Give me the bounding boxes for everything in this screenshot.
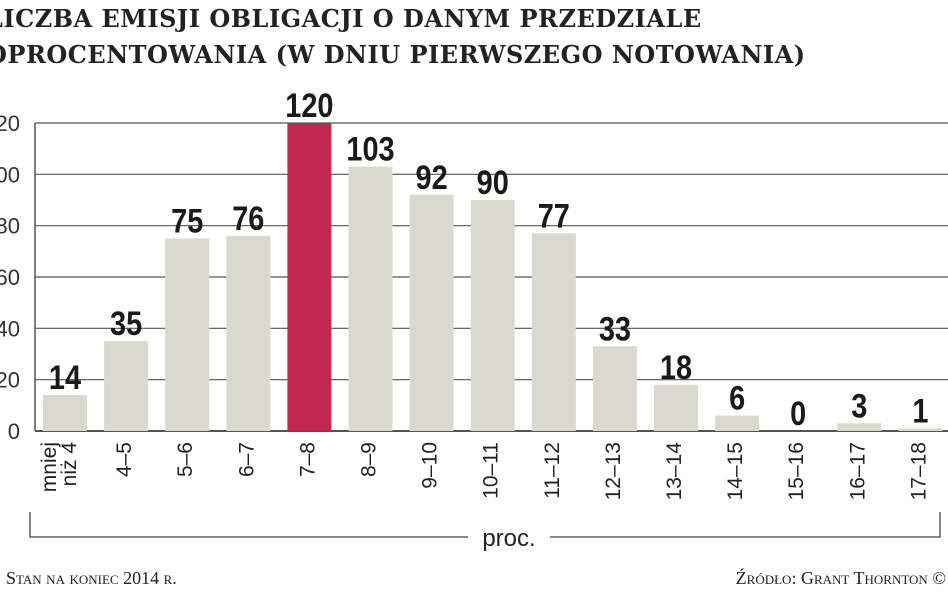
bar bbox=[531, 233, 576, 431]
y-tick-label: 0 bbox=[8, 419, 20, 444]
bar-value-label: 14 bbox=[49, 358, 82, 397]
x-tick-label: 15–16 bbox=[785, 442, 808, 500]
bar-value-label: 120 bbox=[285, 86, 333, 125]
y-tick-label: 120 bbox=[0, 111, 20, 136]
x-tick-label: 8–9 bbox=[358, 442, 381, 477]
bar-value-label: 76 bbox=[232, 199, 264, 238]
x-tick-label: 7–8 bbox=[296, 442, 319, 477]
bar-value-label: 103 bbox=[346, 129, 394, 168]
bar bbox=[104, 341, 149, 431]
x-tick-label: 6–7 bbox=[235, 442, 258, 477]
bar-value-label: 33 bbox=[599, 309, 631, 348]
x-tick-label: 13–14 bbox=[663, 442, 686, 501]
x-tick-label: 5–6 bbox=[174, 442, 197, 477]
x-tick-label: 12–13 bbox=[602, 442, 625, 500]
bar bbox=[715, 415, 760, 431]
bar bbox=[348, 166, 393, 431]
y-tick-label: 20 bbox=[0, 368, 20, 393]
bar-value-label: 0 bbox=[790, 394, 806, 433]
bar-value-label: 77 bbox=[538, 196, 570, 235]
x-tick-label: 10–11 bbox=[480, 442, 503, 499]
bar bbox=[654, 384, 698, 431]
bar-value-label: 6 bbox=[729, 378, 745, 417]
bar bbox=[43, 395, 87, 431]
chart-title-line-1: LICZBA EMISJI OBLIGACJI O DANYM PRZEDZIA… bbox=[0, 4, 702, 33]
bar-value-label: 92 bbox=[416, 158, 448, 197]
bar-value-label: 1 bbox=[912, 391, 928, 430]
bar bbox=[287, 123, 332, 431]
chart-title-line-2: OPROCENTOWANIA (W DNIU PIERWSZEGO NOTOWA… bbox=[0, 40, 806, 69]
x-tick-label: 4–5 bbox=[113, 442, 136, 477]
y-tick-label: 100 bbox=[0, 162, 20, 187]
bar bbox=[898, 428, 943, 431]
bar bbox=[837, 423, 882, 431]
y-tick-label: 60 bbox=[0, 265, 20, 290]
bar bbox=[470, 200, 515, 431]
bar-value-label: 75 bbox=[171, 201, 203, 240]
x-tick-label: 17–18 bbox=[907, 442, 930, 500]
bar bbox=[592, 346, 637, 431]
x-tick-label: 9–10 bbox=[419, 442, 442, 489]
bar-value-label: 35 bbox=[110, 304, 142, 343]
bar-value-label: 90 bbox=[477, 163, 509, 202]
y-tick-label: 80 bbox=[0, 214, 20, 239]
x-tick-label: mniej bbox=[38, 442, 61, 492]
bar bbox=[409, 194, 454, 431]
x-tick-label: niż 4 bbox=[58, 442, 81, 487]
footer-source: Źródło: Grant Thornton © bbox=[735, 568, 946, 588]
bar-value-label: 3 bbox=[851, 386, 867, 425]
bar-value-label: 18 bbox=[660, 348, 692, 387]
footer-note: Stan na koniec 2014 r. bbox=[6, 568, 177, 588]
x-tick-label: 16–17 bbox=[846, 442, 869, 500]
x-axis-label: proc. bbox=[482, 525, 535, 552]
bar bbox=[226, 235, 271, 431]
x-tick-label: 11–12 bbox=[541, 442, 564, 499]
x-tick-label: 14–15 bbox=[724, 442, 747, 500]
bar bbox=[165, 238, 210, 431]
y-tick-label: 40 bbox=[0, 316, 20, 341]
x-axis-bracket bbox=[29, 512, 941, 538]
